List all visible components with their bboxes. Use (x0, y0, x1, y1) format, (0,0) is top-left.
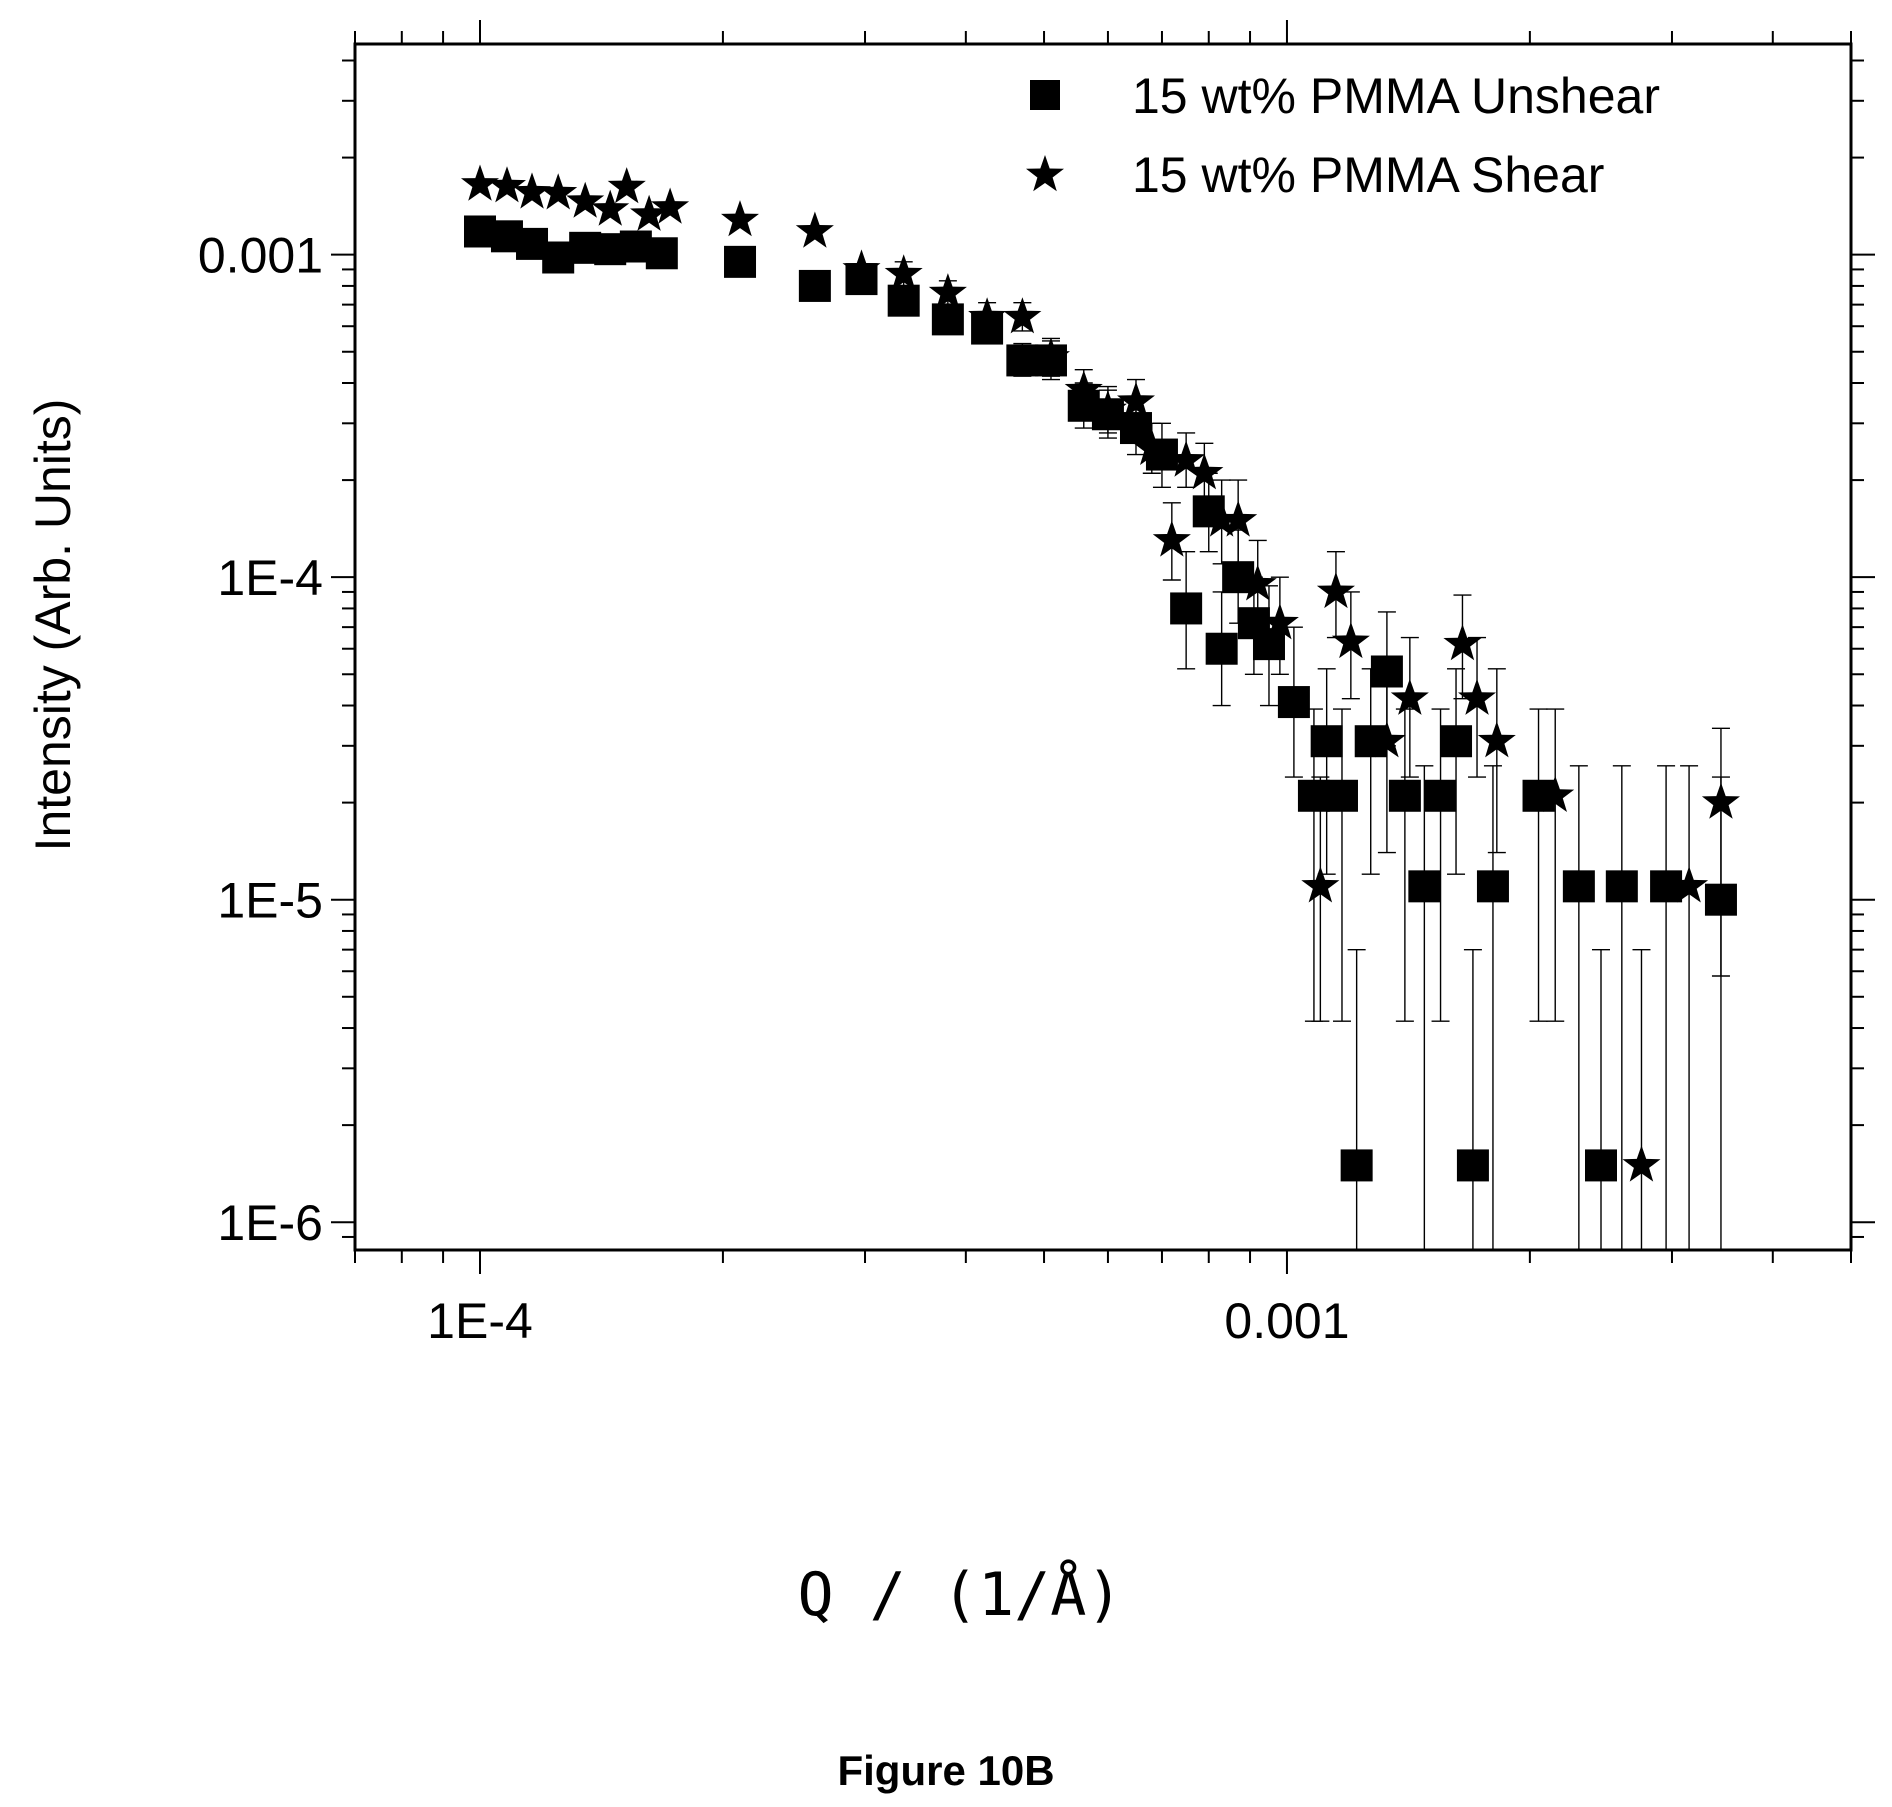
data-point-star (1003, 297, 1042, 334)
data-point-square (887, 284, 920, 317)
y-tick-label: 1E-5 (217, 873, 323, 929)
data-point-star (1390, 678, 1429, 715)
x-axis-title: Q / (1/Å) (797, 1558, 1122, 1630)
data-point-star (1477, 721, 1516, 758)
figure-caption: Figure 10B (837, 1747, 1054, 1794)
data-point-star (1238, 564, 1277, 601)
data-point-star (1536, 775, 1575, 812)
data-point-star (651, 187, 690, 224)
data-point-star (928, 273, 967, 310)
tick-labels: 1E-4 0.001 1E-6 1E-5 1E-4 0.001 (198, 228, 1350, 1349)
data-point-star (630, 194, 669, 231)
data-markers (461, 164, 1740, 1182)
data-point-square (1424, 779, 1457, 812)
data-point-square (1310, 725, 1343, 758)
data-point-star (1331, 621, 1370, 659)
data-point-square (1170, 592, 1203, 625)
legend: 15 wt% PMMA Unshear 15 wt% PMMA Shear (1026, 68, 1660, 203)
data-point-square (1388, 779, 1421, 812)
data-point-star (1443, 624, 1482, 661)
data-point-star (1367, 721, 1406, 758)
data-point-star (461, 164, 499, 201)
data-point-square (1222, 561, 1255, 594)
data-point-star (488, 166, 526, 203)
y-tick-label: 1E-6 (217, 1195, 323, 1251)
data-point-square (1605, 870, 1638, 903)
data-point-star (1260, 603, 1299, 640)
data-point-square (1456, 1149, 1489, 1182)
legend-star-marker (1026, 155, 1064, 192)
data-point-star (607, 167, 646, 204)
data-point-square (1562, 870, 1595, 903)
data-point-square (1476, 870, 1509, 903)
data-point-star (1032, 337, 1070, 374)
data-point-square (645, 237, 678, 270)
legend-label-unshear: 15 wt% PMMA Unshear (1132, 68, 1660, 124)
data-point-square (724, 245, 757, 278)
data-point-star (1152, 520, 1191, 557)
data-point-square (1297, 779, 1330, 812)
data-point-star (842, 249, 881, 286)
data-point-star (884, 254, 923, 291)
data-point-square (1704, 883, 1737, 916)
data-point-star (1670, 866, 1709, 903)
data-point-star (1088, 390, 1127, 427)
data-point-square (1325, 779, 1358, 812)
data-point-square (1650, 870, 1683, 903)
plot-frame (353, 42, 1853, 1252)
data-point-star (795, 211, 834, 248)
data-point-star (1219, 500, 1258, 537)
minor-ticks (342, 31, 1864, 1263)
data-point-star (1301, 866, 1340, 903)
y-axis-title: Intensity (Arb. Units) (25, 399, 81, 852)
data-point-star (1458, 678, 1496, 715)
data-point-star (513, 172, 551, 209)
data-point-star (1701, 782, 1740, 819)
data-point-square (1006, 344, 1039, 377)
data-point-star (566, 181, 605, 218)
data-point-star (1316, 571, 1355, 609)
legend-square-marker (1030, 80, 1060, 110)
data-point-square (1205, 632, 1238, 665)
data-point-star (1202, 500, 1241, 537)
data-point-star (1185, 453, 1224, 490)
legend-label-shear: 15 wt% PMMA Shear (1132, 147, 1604, 203)
data-point-square (1370, 655, 1403, 688)
data-point-star (1064, 370, 1103, 407)
data-point-star (721, 200, 759, 237)
major-ticks (331, 20, 1875, 1274)
data-point-square (1585, 1149, 1618, 1182)
y-tick-label: 1E-4 (217, 550, 323, 606)
x-tick-label: 1E-4 (427, 1293, 533, 1349)
data-point-star (539, 173, 578, 210)
data-point-star (1167, 440, 1206, 477)
data-point-star (1132, 428, 1171, 465)
data-point-star (591, 189, 630, 226)
data-point-square (1277, 686, 1310, 719)
data-point-square (1340, 1149, 1373, 1182)
data-point-star (1622, 1145, 1661, 1182)
data-point-star (1117, 381, 1155, 418)
y-tick-label: 0.001 (198, 228, 323, 284)
data-point-square (931, 303, 964, 336)
data-point-square (1408, 870, 1441, 903)
x-tick-label: 0.001 (1224, 1293, 1349, 1349)
data-point-square (542, 241, 575, 274)
data-point-square (798, 269, 831, 302)
data-point-star (968, 297, 1007, 334)
data-point-square (1252, 628, 1285, 661)
data-point-square (463, 215, 496, 248)
data-point-square (1440, 725, 1473, 758)
